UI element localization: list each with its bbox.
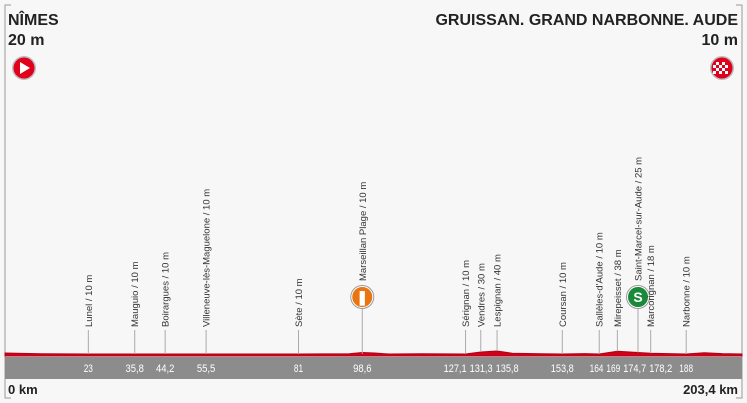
- waypoint: Marcorignan / 18 m 178,2: [646, 245, 672, 375]
- waypoint-label: Marseillan Plage / 10 m: [358, 182, 369, 281]
- waypoint-km-label: 135,8: [496, 363, 519, 375]
- waypoint: Mirepeisset / 38 m 169: [606, 249, 623, 375]
- waypoint-km-label: 35,8: [126, 363, 144, 375]
- waypoint-label: Mauguio / 10 m: [130, 261, 141, 327]
- finish-name: GRUISSAN. GRAND NARBONNE. AUDE: [435, 12, 738, 29]
- end-km-label: 203,4 km: [683, 382, 738, 397]
- waypoint: Lespignan / 40 m 135,8: [493, 254, 519, 375]
- waypoint: ❚ Marseillan Plage / 10 m 98,6: [350, 182, 375, 375]
- waypoint-km-label: 131,3: [470, 363, 493, 375]
- waypoint: Narbonne / 10 m 188: [679, 256, 693, 375]
- waypoint-km-label: 169: [606, 363, 620, 375]
- frame-left: [4, 4, 11, 399]
- waypoint-km-label: 98,6: [353, 363, 371, 375]
- start-km-label: 0 km: [8, 382, 38, 397]
- waypoint-label: Villeneuve-lès-Maguelone / 10 m: [202, 189, 213, 327]
- waypoint: S Saint-Marcel-sur-Aude / 25 m 174,7: [623, 157, 651, 375]
- finish-altitude: 10 m: [702, 32, 738, 49]
- waypoint-km-label: 81: [294, 363, 303, 375]
- waypoint-label: Lunel / 10 m: [84, 275, 95, 327]
- waypoint: Sérignan / 10 m 127,1: [444, 260, 472, 375]
- waypoint: Lunel / 10 m 23: [84, 275, 95, 375]
- waypoint: Mauguio / 10 m 35,8: [126, 261, 144, 375]
- waypoint-label: Mirepeisset / 38 m: [613, 249, 624, 327]
- waypoint-km-label: 127,1: [444, 363, 467, 375]
- waypoint-km-label: 174,7: [623, 363, 646, 375]
- waypoint-label: Sérignan / 10 m: [461, 260, 472, 327]
- sprint-icon: S: [626, 285, 651, 309]
- waypoint-label: Saint-Marcel-sur-Aude / 25 m: [634, 157, 645, 281]
- frame-right: [736, 4, 743, 399]
- waypoint-label: Narbonne / 10 m: [682, 256, 693, 327]
- waypoint-km-label: 23: [84, 363, 93, 375]
- waypoint-label: Vendres / 30 m: [476, 263, 487, 327]
- finish-flag-icon: [710, 56, 734, 80]
- waypoint-km-label: 55,5: [197, 363, 215, 375]
- svg-text:S: S: [633, 289, 642, 305]
- start-altitude: 20 m: [8, 32, 44, 49]
- waypoint-label: Lespignan / 40 m: [493, 254, 504, 327]
- waypoint-km-label: 164: [590, 363, 604, 375]
- waypoint: Boirargues / 10 m 44,2: [156, 252, 174, 375]
- waypoint-km-label: 44,2: [156, 363, 174, 375]
- waypoint-label: Sallèles-d'Aude / 10 m: [595, 232, 606, 327]
- waypoint-label: Boirargues / 10 m: [161, 252, 172, 327]
- feed-zone-icon: ❚: [350, 285, 375, 309]
- waypoint-km-label: 178,2: [649, 363, 672, 375]
- waypoint-label: Coursan / 10 m: [558, 262, 569, 327]
- waypoint: Sète / 10 m 81: [294, 278, 305, 375]
- waypoint: Villeneuve-lès-Maguelone / 10 m 55,5: [197, 189, 215, 375]
- waypoint-km-label: 188: [679, 363, 693, 375]
- waypoint-label: Sète / 10 m: [294, 278, 305, 327]
- start-icon: [12, 56, 36, 80]
- elevation-profile: [4, 350, 743, 357]
- waypoint-km-label: 153,8: [551, 363, 574, 375]
- svg-text:❚: ❚: [356, 289, 368, 306]
- km-band: [5, 357, 742, 379]
- waypoint: Coursan / 10 m 153,8: [551, 262, 574, 375]
- waypoint-label: Marcorignan / 18 m: [646, 245, 657, 327]
- start-name: NÎMES: [8, 10, 59, 29]
- waypoint: Sallèles-d'Aude / 10 m 164: [590, 232, 606, 375]
- waypoint: Vendres / 30 m 131,3: [470, 263, 493, 375]
